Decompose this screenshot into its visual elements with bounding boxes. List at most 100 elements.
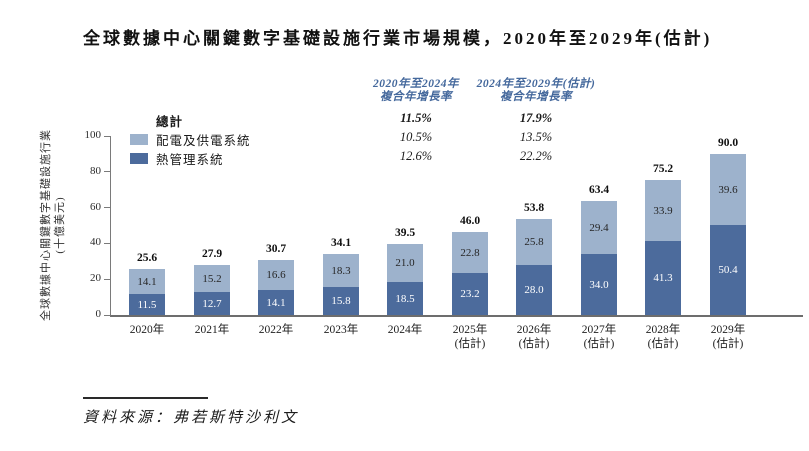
bar-segment-value: 33.9: [653, 204, 673, 217]
bar-stack-2021年: 27.9 15.2 12.7: [194, 248, 230, 315]
y-axis-tick-label: 60: [90, 200, 101, 213]
y-axis-tick: [104, 171, 110, 173]
bar-stack-2024年: 39.5 21.0 18.5: [387, 227, 423, 315]
y-axis-tick: [104, 207, 110, 209]
bar-segment-value: 29.4: [589, 221, 609, 234]
bar-segment-value: 18.5: [395, 292, 415, 305]
bar-segment-power: 18.3: [323, 254, 359, 287]
y-axis-tick: [104, 242, 110, 244]
bar-segment-value: 18.3: [331, 264, 351, 277]
bar-segment-value: 50.4: [718, 264, 738, 276]
bar-total-label: 25.6: [136, 252, 158, 264]
cagr-header-2024-2029: 2024年至2029年(估計) 複合年增長率: [456, 78, 616, 104]
bar-segment-thermal: 41.3: [645, 241, 681, 315]
y-axis-tick-label: 0: [95, 308, 102, 320]
bar-segment-power: 16.6: [258, 260, 294, 290]
cagr-value-total-2: 17.9%: [519, 111, 553, 125]
legend-row-thermal: 熱管理系統: [130, 149, 224, 168]
legend-swatch-thermal-icon: [130, 153, 148, 164]
y-axis-tick: [104, 278, 110, 280]
source-divider: [83, 397, 208, 399]
x-axis-label-2029年: 2029年 (估計): [710, 324, 746, 350]
bar-segment-value: 15.2: [202, 272, 222, 285]
bar-segment-value: 14.1: [266, 296, 286, 309]
plot-area: 0 20 40 60 80 100 25.6 14.1 11.5 2020年 27.9 15.2 12.…: [85, 129, 803, 350]
cagr-value-thermal-1: 12.6%: [399, 149, 433, 163]
bar-segment-value: 22.8: [460, 246, 480, 259]
bar-stack-2028年: 75.2 33.9 41.3: [645, 163, 681, 315]
bar-segment-value: 34.0: [589, 278, 609, 291]
legend-swatch-power-icon: [130, 134, 148, 145]
bar-stack-2022年: 30.7 16.6 14.1: [258, 243, 294, 315]
bar-segment-power: 14.1: [129, 269, 165, 294]
legend-label-power: 配電及供電系統: [156, 134, 251, 148]
bar-segment-thermal: 12.7: [194, 292, 230, 315]
bar-segment-thermal: 50.4: [710, 225, 746, 315]
bar-segment-power: 22.8: [452, 232, 488, 273]
cagr-header-line2: 複合年增長率: [500, 91, 572, 103]
bar-segment-value: 25.8: [524, 236, 544, 248]
x-axis-label-2023年: 2023年: [323, 324, 359, 336]
bar-segment-value: 39.6: [718, 183, 738, 196]
cagr-header-2020-2024: 2020年至2024年 複合年增長率: [336, 78, 496, 104]
y-axis-tick: [104, 314, 110, 316]
legend-label-total: 總計: [156, 115, 184, 129]
bar-segment-value: 21.0: [395, 257, 415, 269]
cagr-value-thermal-2: 22.2%: [519, 149, 553, 163]
y-axis-tick-label: 80: [90, 164, 101, 177]
bar-segment-thermal: 15.8: [323, 287, 359, 315]
y-axis-tick-label: 20: [90, 272, 101, 285]
bar-total-label: 27.9: [201, 248, 223, 260]
bar-total-label: 53.8: [523, 202, 545, 214]
bar-total-label: 46.0: [459, 215, 481, 227]
bar-segment-power: 33.9: [645, 180, 681, 241]
bar-total-label: 63.4: [588, 184, 610, 196]
bar-segment-value: 28.0: [524, 284, 544, 296]
x-axis-label-2025年: 2025年 (估計): [452, 324, 488, 350]
cagr-header-line1: 2024年至2029年(估計): [476, 78, 596, 90]
x-axis-label-2021年: 2021年: [194, 324, 230, 336]
bar-segment-value: 11.5: [137, 298, 157, 311]
bar-stack-2026年: 53.8 25.8 28.0: [516, 202, 552, 315]
bar-segment-thermal: 28.0: [516, 265, 552, 315]
bar-segment-power: 21.0: [387, 244, 423, 282]
bar-segment-thermal: 18.5: [387, 282, 423, 315]
bar-segment-value: 14.1: [137, 275, 157, 288]
bar-segment-thermal: 11.5: [129, 294, 165, 315]
bar-stack-2023年: 34.1 18.3 15.8: [323, 237, 359, 315]
y-axis-label-line1: 全球數據中心關鍵數字基礎設施行業: [40, 129, 52, 321]
bar-segment-power: 25.8: [516, 219, 552, 265]
bar-stack-2025年: 46.0 22.8 23.2: [452, 215, 488, 315]
legend-label-thermal: 熱管理系統: [156, 153, 224, 167]
y-axis-tick-label: 100: [84, 129, 102, 141]
bar-segment-power: 15.2: [194, 265, 230, 292]
cagr-value-total-1: 11.5%: [400, 111, 432, 125]
bar-total-label: 90.0: [717, 137, 739, 149]
y-axis-label-line2: (十億美元): [54, 196, 66, 254]
bar-segment-power: 39.6: [710, 154, 746, 225]
x-axis-label-2020年: 2020年: [129, 324, 165, 336]
bar-stack-2029年: 90.0 39.6 50.4: [710, 137, 746, 315]
bar-segment-thermal: 23.2: [452, 273, 488, 315]
bar-segment-value: 16.6: [266, 269, 286, 281]
bar-total-label: 34.1: [330, 237, 352, 249]
source-note: 資料來源：弗若斯特沙利文: [83, 410, 300, 426]
bar-total-label: 30.7: [265, 243, 287, 255]
legend-row-total: 總計: [130, 111, 183, 130]
cagr-header-line2: 複合年增長率: [380, 91, 452, 103]
bar-total-label: 39.5: [394, 227, 416, 239]
legend-row-power: 配電及供電系統: [130, 130, 251, 149]
bar-segment-value: 23.2: [460, 288, 480, 300]
chart-title: 全球數據中心關鍵數字基礎設施行業市場規模，2020年至2029年(估計): [83, 29, 713, 48]
x-axis-label-2028年: 2028年 (估計): [645, 324, 681, 350]
x-axis-label-2024年: 2024年: [387, 324, 423, 336]
x-axis-label-2026年: 2026年 (估計): [516, 324, 552, 350]
bar-segment-thermal: 14.1: [258, 290, 294, 315]
x-axis-label-2027年: 2027年 (估計): [581, 324, 617, 350]
y-axis-tick: [104, 135, 110, 137]
cagr-value-power-2: 13.5%: [519, 130, 553, 144]
cagr-header-line1: 2020年至2024年: [373, 78, 459, 90]
bar-stack-2020年: 25.6 14.1 11.5: [129, 252, 165, 315]
bar-total-label: 75.2: [652, 163, 674, 175]
x-axis-label-2022年: 2022年: [258, 324, 294, 336]
